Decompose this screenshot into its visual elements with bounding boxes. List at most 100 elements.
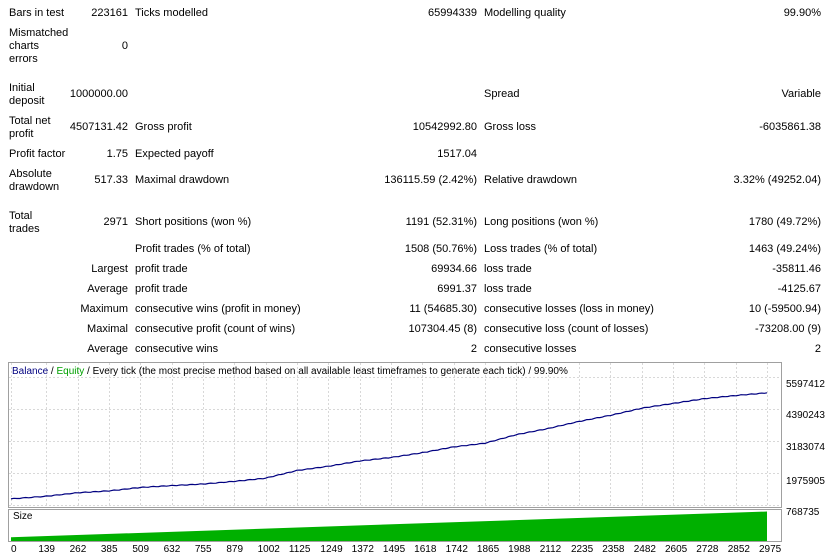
spread-label: Spread	[484, 88, 520, 100]
x-tick-label: 2482	[633, 544, 656, 555]
y-tick-label: 5597412	[786, 379, 825, 390]
avg-cons-wins-value: 2	[470, 343, 477, 355]
x-tick-label: 1865	[476, 544, 500, 555]
total-trades-label: Total trades	[9, 210, 40, 235]
gross-loss-label: Gross loss	[484, 121, 536, 133]
largest-loss-value: -35811.46	[772, 263, 821, 275]
profit-factor-label: Profit factor	[9, 148, 66, 160]
maximal-cons-loss-value: -73208.00 (9)	[754, 323, 821, 335]
largest-loss-label: loss trade	[484, 263, 532, 275]
ticks-modelled-value: 65994339	[428, 7, 477, 19]
x-tick-label: 1618	[414, 544, 437, 555]
bars-in-test-value: 223161	[91, 7, 128, 19]
spread-value: Variable	[781, 88, 821, 100]
maximal-cons-profit-label: consecutive profit (count of wins)	[135, 323, 296, 335]
average-profit-value: 6991.37	[437, 283, 477, 295]
x-tick-label: 1372	[351, 544, 374, 555]
max-cons-losses-label: consecutive losses (loss in money)	[484, 303, 654, 315]
bars-in-test-label: Bars in test	[9, 7, 65, 19]
profit-factor-value: 1.75	[106, 148, 128, 160]
avg-cons-wins-label: consecutive wins	[135, 343, 219, 355]
average-loss-value: -4125.67	[777, 283, 821, 295]
profit-trades-label: Profit trades (% of total)	[135, 243, 251, 255]
modelling-quality-label: Modelling quality	[484, 7, 566, 19]
profit-trades-value: 1508 (50.76%)	[404, 243, 477, 255]
x-tick-label: 139	[38, 544, 55, 555]
x-tick-label: 2975	[759, 544, 782, 555]
average-loss-label: loss trade	[484, 283, 532, 295]
average2-label: Average	[87, 343, 128, 355]
mismatched-errors-value: 0	[121, 40, 128, 52]
loss-trades-value: 1463 (49.24%)	[748, 243, 821, 255]
x-tick-label: 1742	[445, 544, 468, 555]
y-tick-label: 4390243	[786, 410, 825, 421]
gross-loss-value: -6035861.38	[759, 121, 821, 133]
x-tick-label: 1988	[508, 544, 531, 555]
max-cons-wins-value: 11 (54685.30)	[409, 303, 477, 315]
x-tick-label: 1125	[288, 544, 311, 555]
size-series-area	[11, 511, 767, 541]
total-net-profit-value: 4507131.42	[69, 121, 128, 133]
x-tick-label: 0	[11, 544, 17, 555]
x-tick-label: 632	[163, 544, 181, 555]
largest-label: Largest	[91, 263, 128, 275]
initial-deposit-label: Initial deposit	[9, 82, 45, 107]
x-tick-label: 755	[194, 544, 212, 555]
x-tick-label: 1249	[320, 544, 343, 555]
balance-graph-grid	[9, 363, 781, 507]
max-cons-wins-label: consecutive wins (profit in money)	[135, 303, 301, 315]
legend-equity: Equity	[56, 366, 85, 377]
relative-drawdown-value: 3.32% (49252.04)	[733, 174, 821, 186]
maximal-cons-profit-value: 107304.45 (8)	[408, 323, 478, 335]
balance-graph	[8, 362, 782, 508]
legend-description: / Every tick (the most precise method ba…	[84, 366, 568, 377]
absolute-drawdown-value: 517.33	[94, 174, 128, 186]
x-tick-label: 385	[100, 544, 118, 555]
modelling-quality-value: 99.90%	[783, 7, 821, 19]
size-label: Size	[13, 511, 33, 522]
average-profit-label: profit trade	[135, 283, 188, 295]
balance-graph-lines	[10, 392, 768, 500]
x-tick-label: 1495	[382, 544, 406, 555]
average-label: Average	[87, 283, 128, 295]
x-tick-label: 2605	[664, 544, 688, 555]
report-table: Bars in test 223161 Ticks modelled 65994…	[9, 7, 821, 355]
x-tick-label: 2728	[696, 544, 719, 555]
loss-trades-label: Loss trades (% of total)	[484, 243, 598, 255]
x-tick-label: 2235	[570, 544, 594, 555]
maximum-label: Maximum	[80, 303, 128, 315]
long-positions-value: 1780 (49.72%)	[748, 216, 821, 228]
legend-separator: /	[48, 366, 57, 377]
relative-drawdown-label: Relative drawdown	[484, 174, 577, 186]
x-tick-label: 2112	[539, 544, 562, 555]
legend-balance: Balance	[12, 366, 49, 377]
largest-profit-value: 69934.66	[431, 263, 477, 275]
x-tick-label: 262	[69, 544, 87, 555]
total-net-profit-label: Total net profit	[9, 115, 51, 140]
y-tick-label: 1975905	[786, 476, 825, 487]
avg-cons-losses-label: consecutive losses	[484, 343, 577, 355]
y-tick-label: 768735	[786, 507, 820, 518]
x-tick-label: 2852	[727, 544, 750, 555]
mismatched-errors-label: Mismatched charts errors	[9, 27, 69, 65]
initial-deposit-value: 1000000.00	[69, 88, 128, 100]
x-tick-label: 509	[132, 544, 150, 555]
gross-profit-value: 10542992.80	[412, 121, 477, 133]
short-positions-value: 1191 (52.31%)	[405, 216, 477, 228]
x-tick-label: 879	[226, 544, 244, 555]
x-tick-label: 2358	[602, 544, 625, 555]
balance-series-line	[10, 392, 768, 500]
ticks-modelled-label: Ticks modelled	[135, 7, 208, 19]
long-positions-label: Long positions (won %)	[484, 216, 599, 228]
x-tick-label: 1002	[257, 544, 280, 555]
maximal-drawdown-value: 136115.59 (2.42%)	[384, 174, 477, 186]
expected-payoff-value: 1517.04	[437, 148, 477, 160]
total-trades-value: 2971	[103, 216, 128, 228]
maximal-cons-loss-label: consecutive loss (count of losses)	[484, 323, 649, 335]
avg-cons-losses-value: 2	[814, 343, 821, 355]
expected-payoff-label: Expected payoff	[135, 148, 214, 160]
gross-profit-label: Gross profit	[135, 121, 192, 133]
maximal-drawdown-label: Maximal drawdown	[135, 174, 230, 186]
largest-profit-label: profit trade	[135, 263, 188, 275]
y-tick-label: 3183074	[786, 442, 825, 453]
